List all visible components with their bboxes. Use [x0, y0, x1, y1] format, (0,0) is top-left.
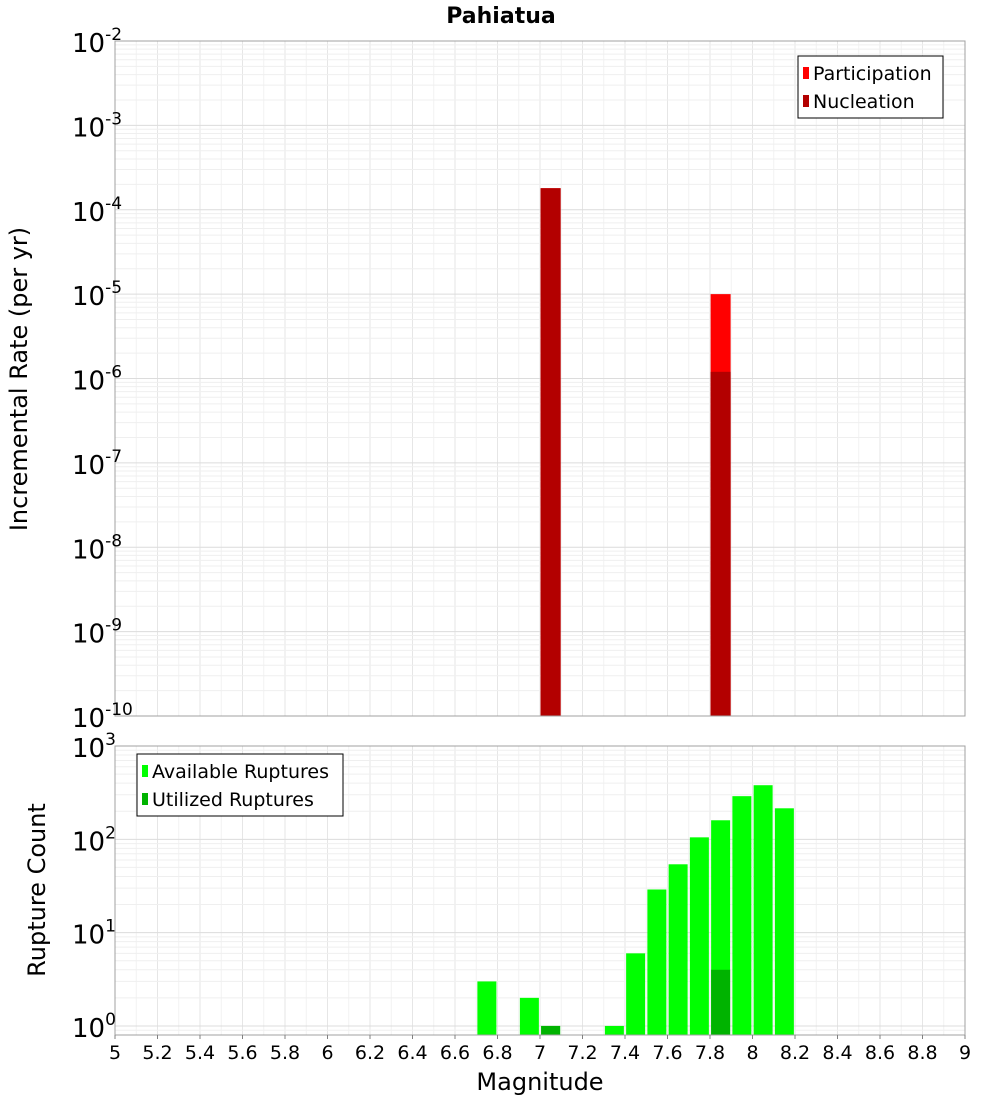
- bar-nucleation-0: [540, 188, 561, 717]
- bar-available-ruptures-1: [519, 997, 539, 1035]
- x-tick-label: 7.4: [610, 1042, 640, 1064]
- y-tick-label: 10-8: [72, 531, 122, 565]
- legend-swatch: [803, 67, 809, 79]
- top-y-axis-label: Incremental Rate (per yr): [5, 227, 33, 531]
- bar-utilized-ruptures-0: [541, 1025, 561, 1035]
- bar-nucleation-1: [710, 371, 731, 716]
- x-axis-label: Magnitude: [476, 1068, 603, 1096]
- bar-available-ruptures-11: [774, 808, 794, 1035]
- y-tick-exponent: 3: [105, 730, 116, 750]
- x-tick-label: 8.6: [865, 1042, 895, 1064]
- y-tick-exponent: -10: [105, 700, 133, 720]
- x-tick-label: 5.2: [142, 1042, 172, 1064]
- y-tick-base: 10: [72, 734, 105, 764]
- y-tick-label: 10-7: [72, 447, 122, 481]
- x-tick-label: 6.2: [355, 1042, 385, 1064]
- legend-swatch: [803, 95, 809, 107]
- y-tick-base: 10: [72, 704, 105, 734]
- legend-swatch: [142, 793, 148, 805]
- y-tick-label: 10-10: [72, 700, 133, 734]
- y-tick-base: 10: [72, 198, 105, 228]
- y-tick-label: 10-9: [72, 616, 122, 650]
- x-tick-label: 7: [534, 1042, 546, 1064]
- bar-utilized-ruptures-1: [711, 969, 731, 1035]
- bar-available-ruptures-6: [668, 864, 688, 1035]
- x-tick-label: 5.8: [270, 1042, 300, 1064]
- y-tick-base: 10: [72, 620, 105, 650]
- legend-label: Nucleation: [813, 91, 915, 113]
- legend-1: Available Ruptures Utilized Ruptures: [136, 753, 344, 817]
- y-tick-base: 10: [72, 827, 105, 857]
- y-tick-label: 102: [72, 823, 116, 857]
- y-tick-exponent: -7: [105, 447, 122, 467]
- y-tick-base: 10: [72, 921, 105, 951]
- bar-available-ruptures-0: [477, 981, 497, 1035]
- y-tick-base: 10: [72, 451, 105, 481]
- x-tick-label: 6.6: [440, 1042, 470, 1064]
- legend-label: Participation: [813, 63, 932, 85]
- y-tick-label: 100: [72, 1010, 116, 1044]
- x-tick-label: 8: [746, 1042, 758, 1064]
- bar-available-ruptures-10: [753, 785, 773, 1035]
- bottom-y-axis-label: Rupture Count: [23, 803, 51, 977]
- y-tick-exponent: 0: [105, 1010, 116, 1030]
- bar-available-ruptures-7: [689, 837, 709, 1035]
- y-tick-label: 10-2: [72, 25, 122, 59]
- x-tick-label: 9: [959, 1042, 971, 1064]
- x-tick-label: 6: [321, 1042, 333, 1064]
- x-tick-label: 7.2: [567, 1042, 597, 1064]
- y-tick-label: 10-5: [72, 278, 122, 312]
- y-tick-exponent: -4: [105, 194, 122, 214]
- legend-swatch: [142, 765, 148, 777]
- y-tick-exponent: -3: [105, 109, 122, 129]
- x-tick-label: 7.6: [652, 1042, 682, 1064]
- x-tick-label: 6.8: [482, 1042, 512, 1064]
- legend-label: Available Ruptures: [152, 761, 329, 783]
- legend-label: Utilized Ruptures: [152, 789, 314, 811]
- y-tick-base: 10: [72, 282, 105, 312]
- y-tick-base: 10: [72, 29, 105, 59]
- x-tick-label: 7.8: [695, 1042, 725, 1064]
- y-tick-exponent: -8: [105, 531, 122, 551]
- x-tick-label: 6.4: [397, 1042, 427, 1064]
- bar-available-ruptures-3: [604, 1025, 624, 1035]
- x-tick-label: 8.2: [780, 1042, 810, 1064]
- y-tick-label: 10-4: [72, 194, 122, 228]
- bar-available-ruptures-4: [626, 953, 646, 1035]
- x-tick-label: 8.8: [907, 1042, 937, 1064]
- legend-0: Participation Nucleation: [797, 55, 944, 119]
- x-tick-label: 5.4: [185, 1042, 215, 1064]
- bar-available-ruptures-5: [647, 889, 667, 1035]
- y-tick-label: 101: [72, 917, 116, 951]
- y-tick-exponent: 2: [105, 823, 116, 843]
- y-tick-exponent: -6: [105, 363, 122, 383]
- y-tick-label: 10-6: [72, 363, 122, 397]
- y-tick-base: 10: [72, 113, 105, 143]
- y-tick-base: 10: [72, 535, 105, 565]
- y-tick-label: 10-3: [72, 109, 122, 143]
- y-tick-base: 10: [72, 367, 105, 397]
- y-tick-exponent: 1: [105, 917, 116, 937]
- y-tick-label: 103: [72, 730, 116, 764]
- legend-box: [797, 55, 944, 119]
- y-tick-exponent: -2: [105, 25, 122, 45]
- plot-frame-0: [114, 40, 966, 717]
- x-tick-label: 5: [109, 1042, 121, 1064]
- legend-box: [136, 753, 344, 817]
- y-tick-exponent: -5: [105, 278, 122, 298]
- x-tick-label: 8.4: [822, 1042, 852, 1064]
- y-tick-exponent: -9: [105, 616, 122, 636]
- x-tick-label: 5.6: [227, 1042, 257, 1064]
- chart-title: Pahiatua: [446, 4, 555, 29]
- bar-available-ruptures-9: [732, 796, 752, 1035]
- y-tick-base: 10: [72, 1014, 105, 1044]
